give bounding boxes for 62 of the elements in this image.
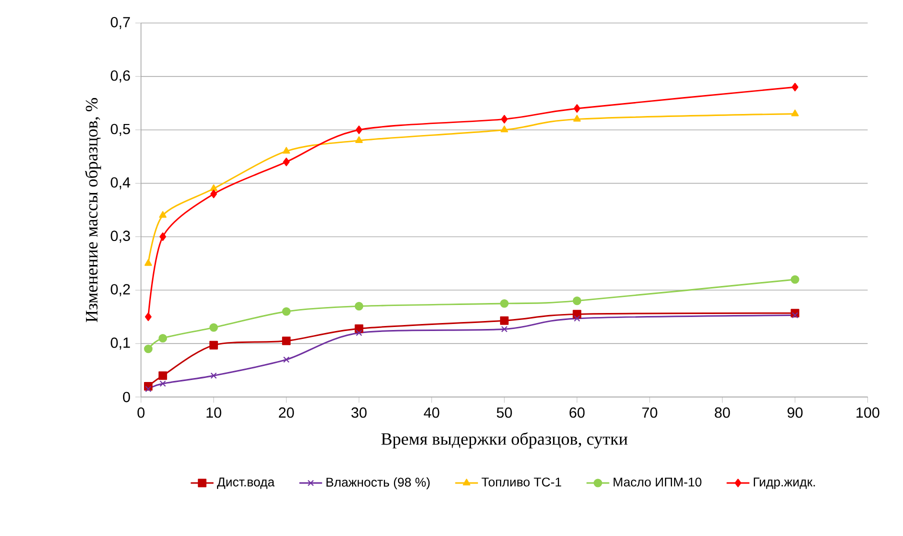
point [159,232,166,241]
point [283,158,290,166]
x-tick-label: 30 [351,407,367,418]
y-tick-label: 0,1 [110,338,130,350]
x-tick-label: 50 [496,407,512,418]
y-tick-label: 0 [123,392,130,402]
x-tick-label: 90 [788,407,803,418]
y-tick-label: 0,3 [110,230,130,243]
x-tick-label: 60 [570,407,585,418]
point [500,316,509,325]
x-tick-label: 100 [856,407,880,418]
y-tick-label: 0,6 [110,70,130,82]
point [574,104,580,113]
point [354,302,364,310]
point [160,380,166,387]
point [209,340,218,350]
x-tick-label: 10 [206,407,222,418]
point [210,184,218,192]
point [792,82,798,92]
point [144,344,153,354]
x-tick-label: 0 [137,407,144,418]
point [210,372,217,379]
point [572,296,582,306]
x-tick-label: 70 [642,407,658,418]
legend-label: Гидр.жидк. [754,478,815,489]
point [144,312,152,322]
x-tick-label: 20 [278,407,294,418]
y-tick-label: 0,4 [110,177,130,190]
y-axis-title: Изменение массы образцов, % [84,98,102,322]
legend-label: Топливо ТС-1 [482,478,562,487]
y-tick-label: 0,7 [110,16,130,30]
y-tick-label: 0,5 [110,124,130,136]
legend-label: Масло ИПМ-10 [614,478,702,487]
point [145,386,152,392]
x-tick-label: 80 [714,407,730,418]
point [144,259,152,266]
point [501,326,508,332]
point [500,126,508,132]
point [355,136,363,143]
point [158,334,168,342]
point [282,336,291,346]
point [159,211,167,218]
point [356,126,362,134]
point [574,315,580,322]
point [792,312,798,318]
point [573,114,581,122]
y-tick-label: 0,2 [110,284,130,296]
point [282,146,290,154]
point [158,371,168,380]
point [791,110,799,116]
point [500,299,509,308]
point [356,330,362,336]
x-tick-label: 40 [424,407,440,418]
point [501,114,508,124]
point [282,307,291,316]
legend-label: Дист.вода [217,478,275,489]
point [790,275,800,284]
point [283,356,290,363]
point [209,323,218,332]
point [210,190,218,198]
legend-label: Влажность (98 %) [326,477,430,490]
x-axis-title: Время выдержки образцов, сутки [381,432,628,448]
